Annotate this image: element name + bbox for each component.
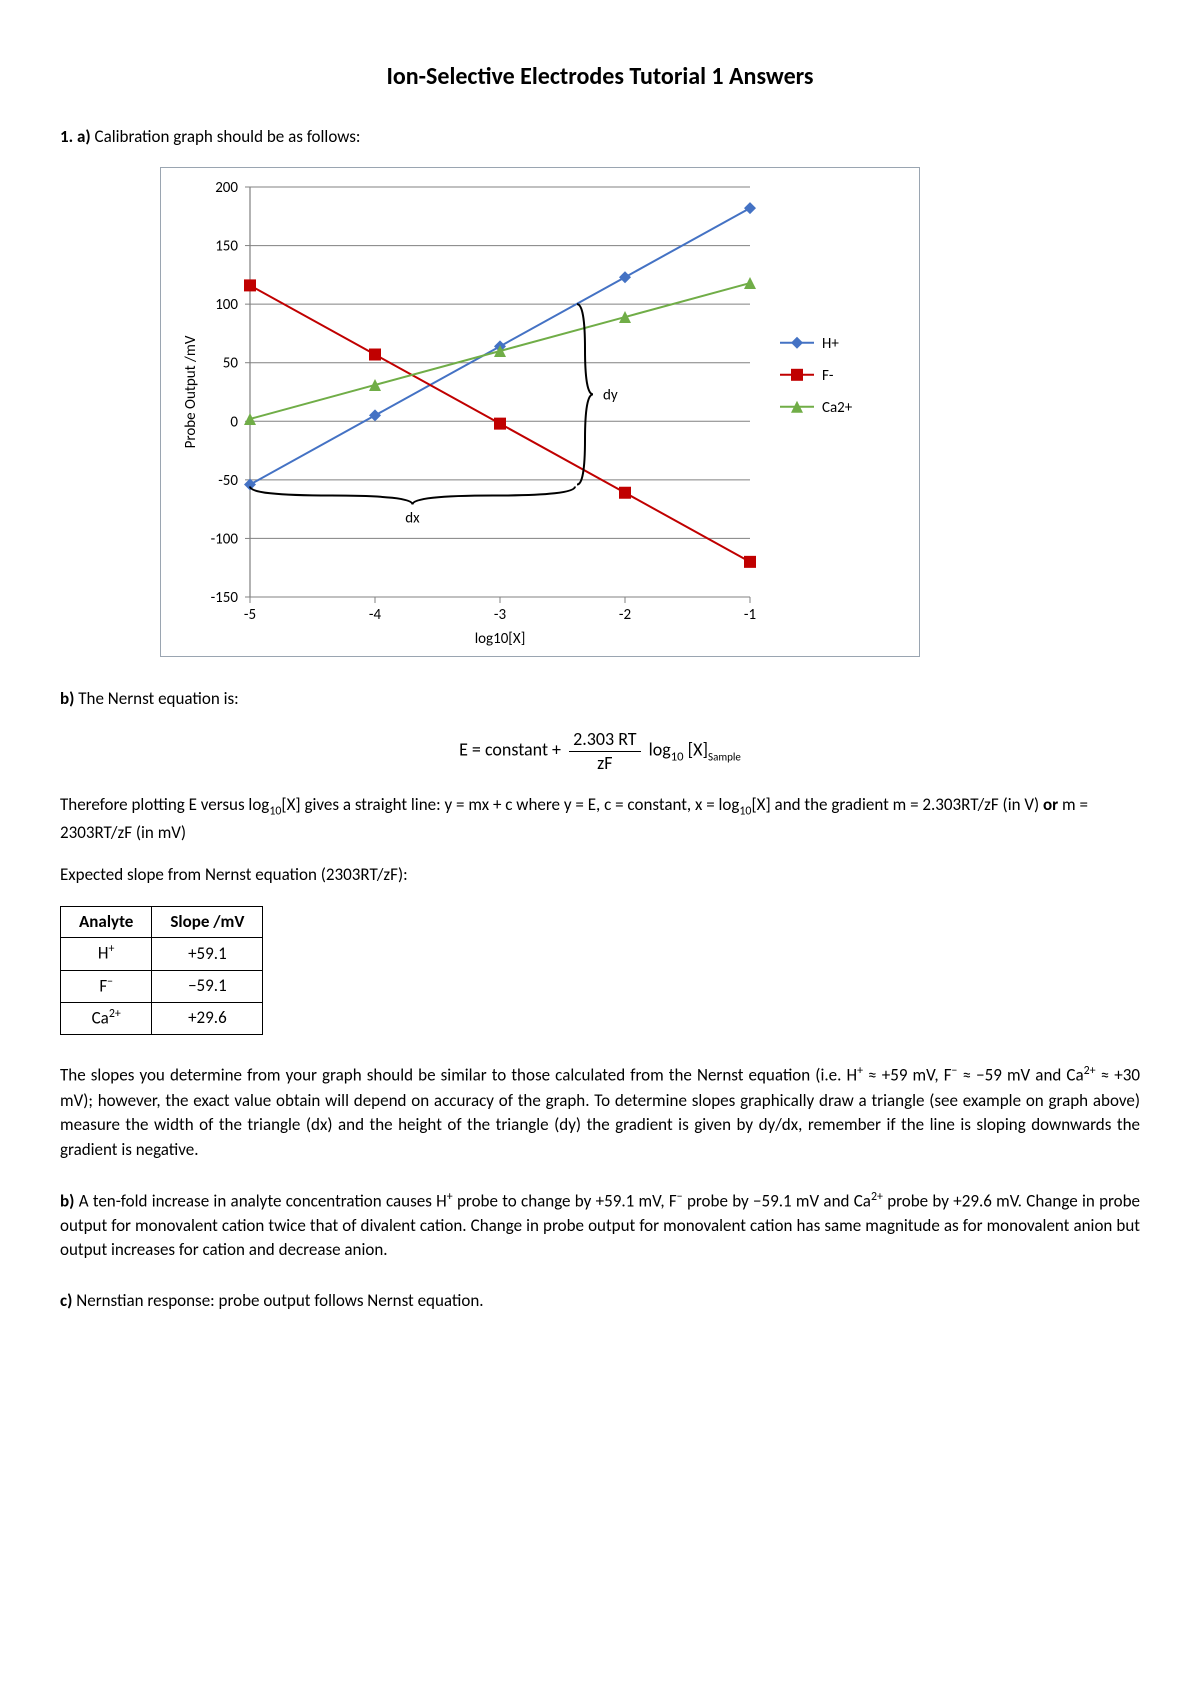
eq-numerator: 2.303 RT	[569, 730, 640, 752]
table-header-cell: Analyte	[61, 906, 152, 938]
svg-text:-1: -1	[744, 606, 756, 624]
svg-text:0: 0	[230, 414, 238, 432]
table-cell: F−	[61, 970, 152, 1002]
calibration-chart-container: -5 -4 -3 -2 -1 -150 -100 -50 0 50 100 150 200 log10[X…	[160, 167, 920, 657]
slope-table: AnalyteSlope /mV H++59.1F−−59.1Ca2++29.6	[60, 906, 263, 1036]
svg-text:50: 50	[223, 355, 239, 373]
part-b-heading-text: The Nernst equation is:	[78, 688, 238, 709]
svg-text:F-: F-	[822, 367, 834, 385]
eq-log-sub: 10	[671, 749, 684, 764]
svg-text:-150: -150	[211, 589, 239, 607]
calibration-chart: -5 -4 -3 -2 -1 -150 -100 -50 0 50 100 150 200 log10[X…	[160, 167, 920, 657]
table-cell: Ca2+	[61, 1003, 152, 1035]
part-c: c) Nernstian response: probe output foll…	[60, 1289, 1140, 1314]
page-title: Ion-Selective Electrodes Tutorial 1 Answ…	[60, 60, 1140, 95]
eq-lhs: E = constant +	[459, 739, 561, 761]
table-cell: H+	[61, 938, 152, 970]
svg-text:-100: -100	[211, 531, 239, 549]
svg-text:dy: dy	[603, 387, 618, 405]
table-cell: +59.1	[152, 938, 263, 970]
svg-text:Probe Output /mV: Probe Output /mV	[182, 336, 200, 449]
svg-text:Ca2+: Ca2+	[822, 399, 853, 417]
eq-fraction: 2.303 RT zF	[569, 730, 640, 773]
part-b-heading: b) The Nernst equation is:	[60, 687, 1140, 712]
svg-text:-5: -5	[244, 606, 256, 624]
svg-text:log10[X]: log10[X]	[475, 630, 526, 648]
part-b-explanation: Therefore plotting E versus log10[X] giv…	[60, 793, 1140, 845]
expected-slope-heading: Expected slope from Nernst equation (230…	[60, 863, 1140, 888]
table-header-row: AnalyteSlope /mV	[61, 906, 263, 938]
table-header-cell: Slope /mV	[152, 906, 263, 938]
nernst-equation: E = constant + 2.303 RT zF log10 [X]Samp…	[60, 730, 1140, 773]
table-cell: −59.1	[152, 970, 263, 1002]
svg-text:-50: -50	[218, 472, 238, 490]
svg-text:150: 150	[215, 238, 238, 256]
svg-text:-4: -4	[369, 606, 382, 624]
table-body: H++59.1F−−59.1Ca2++29.6	[61, 938, 263, 1035]
svg-text:H+: H+	[822, 335, 839, 353]
table-row: H++59.1	[61, 938, 263, 970]
eq-denominator: zF	[569, 752, 640, 773]
eq-bracket: [X]	[688, 739, 708, 761]
slopes-discussion: The slopes you determine from your graph…	[60, 1063, 1140, 1162]
svg-text:200: 200	[215, 179, 238, 197]
q1a-intro-text: Calibration graph should be as follows:	[95, 126, 361, 147]
svg-text:100: 100	[215, 297, 238, 315]
table-cell: +29.6	[152, 1003, 263, 1035]
svg-text:-3: -3	[494, 606, 507, 624]
table-row: Ca2++29.6	[61, 1003, 263, 1035]
svg-text:-2: -2	[619, 606, 631, 624]
table-row: F−−59.1	[61, 970, 263, 1002]
eq-log: log	[649, 739, 671, 761]
eq-final-sub: Sample	[708, 750, 741, 763]
svg-text:dx: dx	[405, 510, 420, 528]
q1a-intro: 1. a) Calibration graph should be as fol…	[60, 125, 1140, 150]
part-b2: b) A ten-fold increase in analyte concen…	[60, 1189, 1140, 1264]
